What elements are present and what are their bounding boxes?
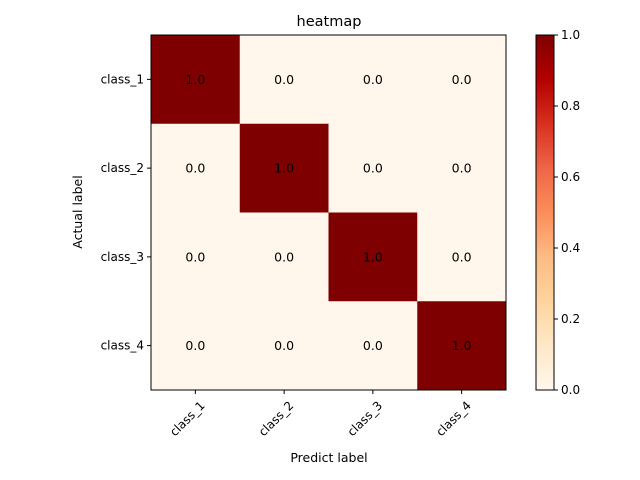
heatmap-cell [239, 301, 329, 391]
x-axis-label: Predict label [290, 450, 367, 465]
heatmap-cell-value: 0.0 [185, 161, 205, 176]
colorbar-tick-label: 0.2 [561, 312, 580, 326]
heatmap-cell [328, 123, 418, 213]
heatmap-cell [239, 212, 329, 302]
colorbar-tick-label: 1.0 [561, 28, 580, 42]
y-tick-label: class_3 [101, 250, 144, 264]
x-tick-label: class_1 [167, 398, 208, 439]
heatmap-cell [328, 301, 418, 391]
chart-title: heatmap [297, 14, 362, 30]
colorbar-tick-label: 0.0 [561, 383, 580, 397]
heatmap-cell [417, 212, 507, 302]
y-tick-label: class_1 [101, 72, 144, 86]
heatmap-cells [151, 35, 507, 391]
heatmap-cell-value: 0.0 [274, 249, 294, 264]
heatmap-cell [417, 35, 507, 125]
heatmap-cell-value: 0.0 [274, 338, 294, 353]
x-tick-label: class_3 [345, 398, 386, 439]
colorbar-tick-label: 0.8 [561, 99, 580, 113]
heatmap-cell-value: 1.0 [363, 249, 383, 264]
heatmap-cell-value: 0.0 [185, 249, 205, 264]
colorbar-ticks: 0.0 0.2 0.4 0.6 0.8 1.0 [554, 28, 580, 397]
heatmap-cell [151, 301, 241, 391]
x-axis-ticks: class_1 class_2 class_3 class_4 [167, 390, 474, 439]
heatmap-cell-value: 0.0 [363, 161, 383, 176]
heatmap-cell [239, 35, 329, 125]
heatmap-cell-value: 0.0 [452, 72, 472, 87]
y-tick-label: class_4 [101, 339, 144, 353]
heatmap-cell-value: 0.0 [452, 161, 472, 176]
heatmap-cell [328, 212, 418, 302]
heatmap-cell [417, 123, 507, 213]
colorbar-tick-label: 0.6 [561, 170, 580, 184]
heatmap-cell-value: 1.0 [185, 72, 205, 87]
y-tick-label: class_2 [101, 161, 144, 175]
colorbar [535, 34, 555, 391]
heatmap-cell-value: 1.0 [274, 161, 294, 176]
x-tick-label: class_4 [433, 398, 474, 439]
heatmap-cell [151, 212, 241, 302]
heatmap-cell-value: 0.0 [452, 249, 472, 264]
colorbar-tick-label: 0.4 [561, 241, 580, 255]
heatmap-cell-labels: 1.0 0.0 0.0 0.0 0.0 1.0 0.0 0.0 0.0 0.0 1.0 0.0 0.0 0… [185, 72, 471, 353]
heatmap-cell-value: 0.0 [363, 72, 383, 87]
y-axis-label: Actual label [70, 175, 85, 248]
heatmap-cell [239, 123, 329, 213]
heatmap-cell-value: 0.0 [363, 338, 383, 353]
heatmap-cell [417, 301, 507, 391]
heatmap-cell [328, 35, 418, 125]
x-tick-label: class_2 [256, 398, 297, 439]
y-axis-ticks: class_1 class_2 class_3 class_4 [101, 72, 151, 353]
heatmap-cell-value: 0.0 [274, 72, 294, 87]
heatmap-cell [151, 35, 241, 125]
heatmap-cell [151, 123, 241, 213]
heatmap-frame [150, 34, 507, 391]
heatmap-cell-value: 0.0 [185, 338, 205, 353]
heatmap-cell-value: 1.0 [452, 338, 472, 353]
